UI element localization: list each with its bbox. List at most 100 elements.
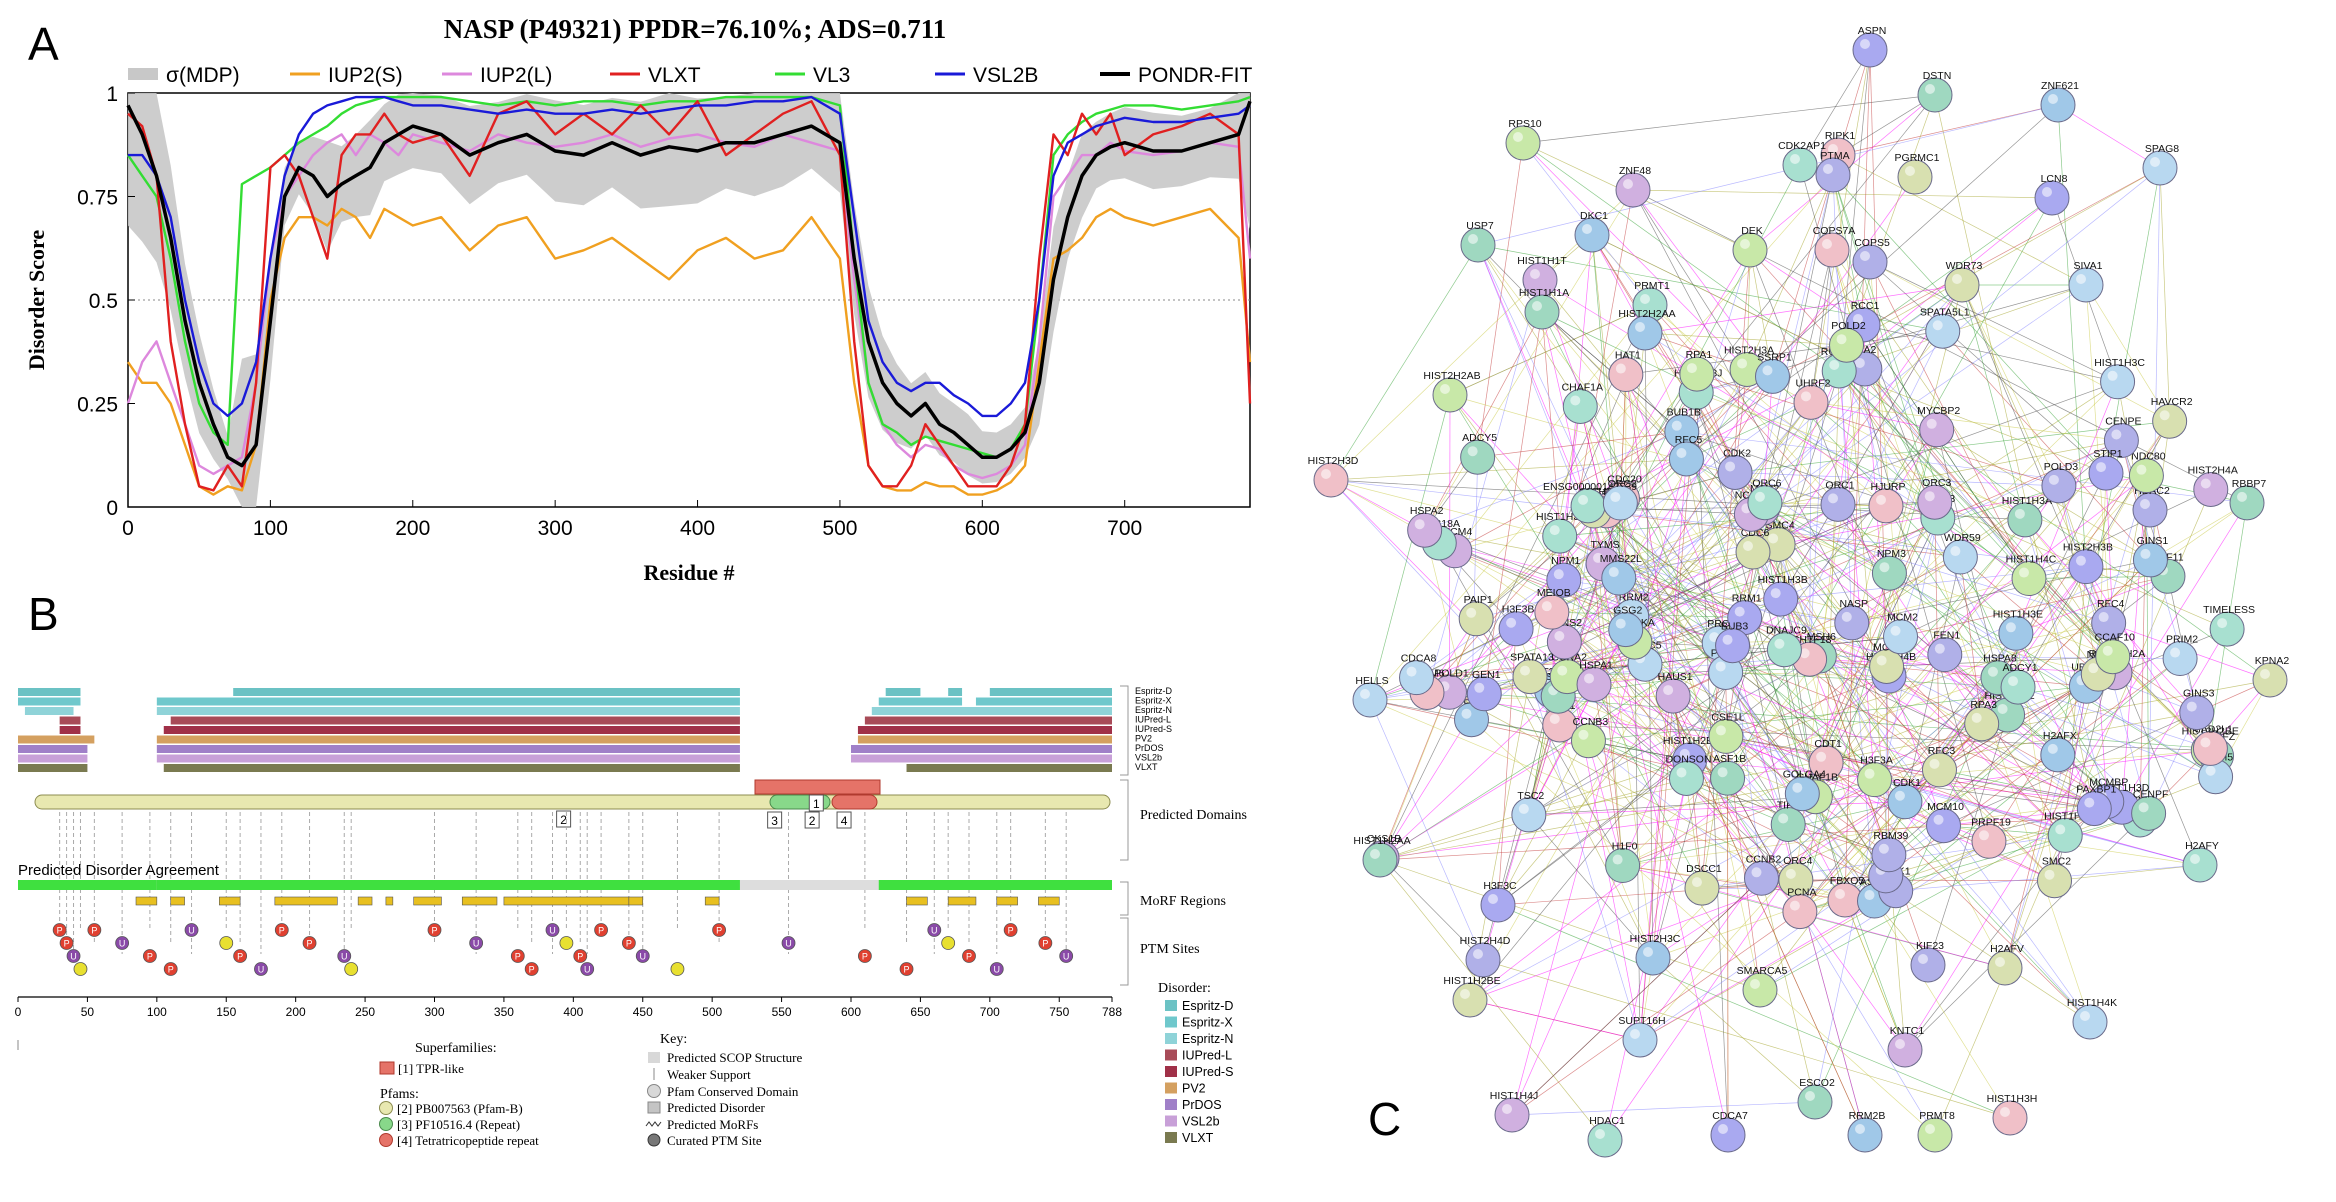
network-node xyxy=(2180,696,2214,730)
ptm-site-label: U xyxy=(785,939,792,949)
network-node xyxy=(1733,233,1767,267)
network-node-highlight xyxy=(1595,1129,1605,1139)
track-segment xyxy=(879,698,962,706)
network-node-highlight xyxy=(1542,601,1552,611)
network-node-label: H3F3C xyxy=(1483,880,1517,892)
predictor-track-labels: Espritz-DEspritz-XEspritz-NIUPred-LIUPre… xyxy=(1135,686,1173,772)
network-node xyxy=(2069,550,2103,584)
network-node-highlight xyxy=(1935,644,1945,654)
network-edge xyxy=(1331,245,1478,480)
network-node-label: NASP xyxy=(1839,598,1868,610)
b-tick-label: 200 xyxy=(286,1005,306,1019)
section-label-domains: Predicted Domains xyxy=(1140,808,1247,823)
network-node xyxy=(2133,493,2167,527)
network-node xyxy=(1603,486,1637,520)
network-node xyxy=(1400,661,1434,695)
network-node-highlight xyxy=(1321,469,1331,479)
b-tick-label: 700 xyxy=(980,1005,1000,1019)
network-node-label: CDCA8 xyxy=(1401,653,1437,665)
predicted-disorder-swatch xyxy=(648,1102,660,1113)
ptm-site-label: P xyxy=(64,939,70,949)
network-node-highlight xyxy=(1519,804,1529,814)
network-node xyxy=(2077,792,2111,826)
ptm-site-label: P xyxy=(237,952,243,962)
network-node-highlight xyxy=(2111,430,2121,440)
morf-region xyxy=(136,897,157,905)
ptm-site-label: P xyxy=(147,952,153,962)
network-node-highlight xyxy=(1468,446,1478,456)
network-node-label: HIST1H3A xyxy=(2002,495,2052,507)
network-node xyxy=(1918,485,1952,519)
panel-b-feature-map: B Espritz-DEspritz-XEspritz-NIUPred-LIUP… xyxy=(15,588,1247,1148)
morf-region xyxy=(275,897,337,905)
disorder-legend-item: VLXT xyxy=(1182,1131,1214,1145)
network-node-highlight xyxy=(2076,556,2086,566)
network-node-highlight xyxy=(2136,465,2146,475)
section-label-ptm: PTM Sites xyxy=(1140,942,1200,957)
b-tick-label: 350 xyxy=(494,1005,514,1019)
network-node-highlight xyxy=(1801,391,1811,401)
network-node-highlight xyxy=(1879,562,1889,572)
network-node-highlight xyxy=(1502,1104,1512,1114)
network-node-highlight xyxy=(1755,492,1765,502)
network-node-label: RBBP7 xyxy=(2232,478,2267,490)
network-node-label: MCM10 xyxy=(1927,801,1964,813)
b-tick-label: 0 xyxy=(15,1005,22,1019)
morf-region xyxy=(504,897,629,905)
ptm-site-label: U xyxy=(584,965,591,975)
network-node-label: RPA1 xyxy=(1686,349,1713,361)
network-node-label: DEK xyxy=(1741,225,1763,237)
network-node-label: POLD3 xyxy=(2044,461,2079,473)
network-node xyxy=(2183,848,2217,882)
ptm-site-label: U xyxy=(188,926,195,936)
network-node-label: KNTC1 xyxy=(1890,1025,1925,1037)
track-segment xyxy=(18,688,80,696)
network-node-highlight xyxy=(1786,869,1796,879)
network-node-label: CENPE xyxy=(2105,416,2141,428)
disorder-swatch xyxy=(1165,1066,1177,1077)
network-node xyxy=(2008,503,2042,537)
track-segment xyxy=(18,745,87,753)
network-node xyxy=(1848,1118,1882,1152)
network-node-highlight xyxy=(1877,655,1887,665)
network-node xyxy=(1785,777,1819,811)
morf-region xyxy=(948,897,976,905)
network-node xyxy=(2073,1005,2107,1039)
network-node-label: RPA3 xyxy=(1970,699,1997,711)
network-node-label: KPNA2 xyxy=(2255,655,2290,667)
morf-region xyxy=(219,897,240,905)
network-node-label: SMARCA5 xyxy=(1737,965,1788,977)
network-node xyxy=(1563,389,1597,423)
network-node-highlight xyxy=(1473,949,1483,959)
ptm-site-label: P xyxy=(904,965,910,975)
network-node xyxy=(2069,268,2103,302)
network-node-label: HIST2H4D xyxy=(1460,935,1511,947)
network-node-highlight xyxy=(1407,667,1417,677)
b-tick-label: 500 xyxy=(702,1005,722,1019)
network-node-label: WDR73 xyxy=(1946,260,1983,272)
x-tick-label: 300 xyxy=(538,517,573,540)
b-tick-label: 300 xyxy=(424,1005,444,1019)
network-node-label: ORC6 xyxy=(1752,478,1781,490)
network-node-label: SMC2 xyxy=(2042,856,2071,868)
network-node xyxy=(1577,667,1611,701)
ptm-site-label: P xyxy=(577,952,583,962)
network-node xyxy=(1609,358,1643,392)
network-node-highlight xyxy=(1740,239,1750,249)
network-node-label: CDCA7 xyxy=(1712,1110,1748,1122)
predictor-tracks xyxy=(18,688,1112,772)
network-node xyxy=(2163,642,2197,676)
chart-a-xlabel: Residue # xyxy=(643,560,734,585)
track-segment xyxy=(157,707,740,715)
network-node xyxy=(2038,864,2072,898)
ptm-site xyxy=(942,937,955,950)
network-node-highlight xyxy=(1925,491,1935,501)
network-node-label: CSE1L xyxy=(1711,711,1744,723)
network-node xyxy=(2012,562,2046,596)
network-edge xyxy=(1512,878,1761,1115)
network-node-highlight xyxy=(1718,1124,1728,1134)
network-node xyxy=(1888,785,1922,819)
network-node-highlight xyxy=(1461,709,1471,719)
network-node xyxy=(1927,809,1961,843)
